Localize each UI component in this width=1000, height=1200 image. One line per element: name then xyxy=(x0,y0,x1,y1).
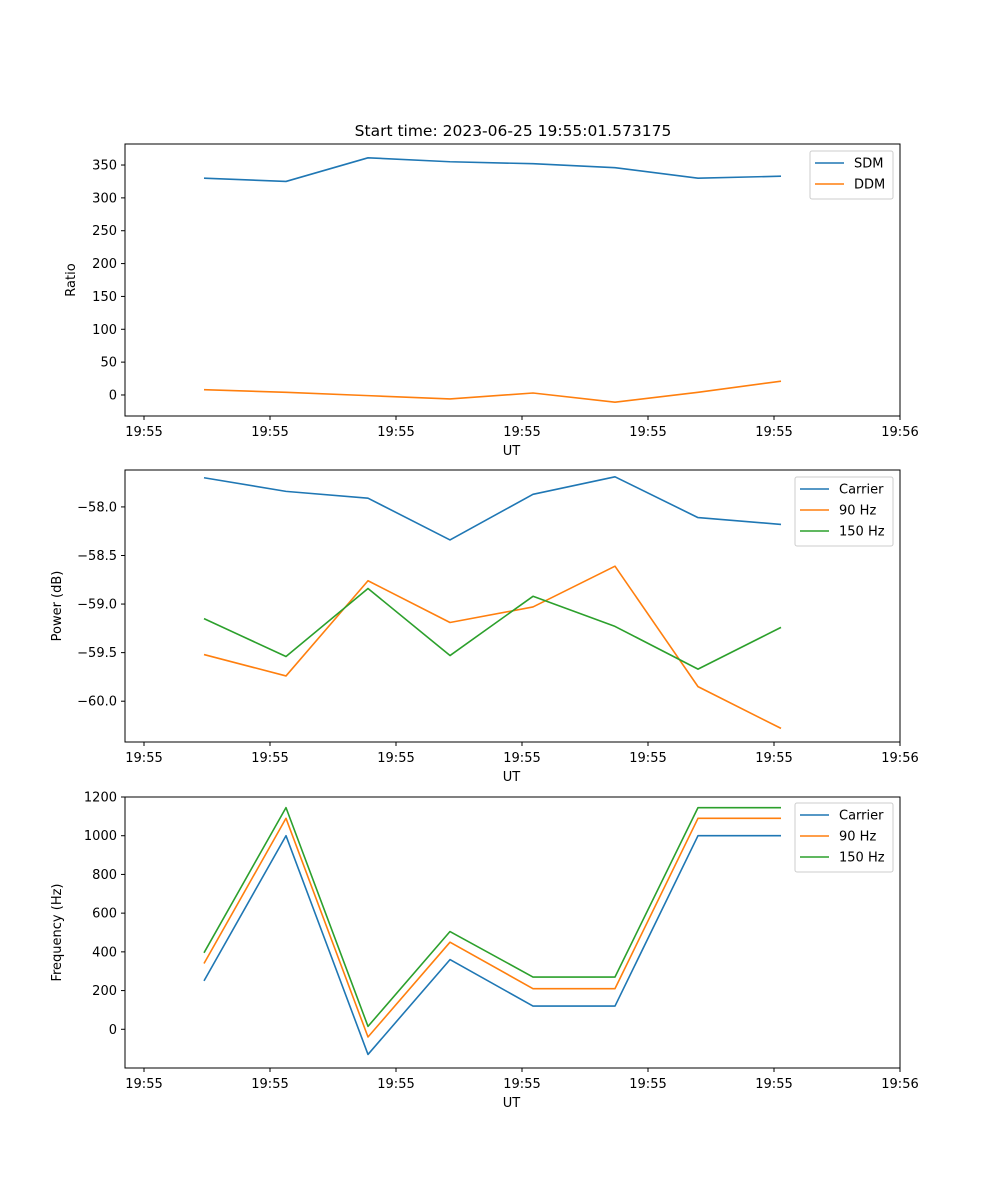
series-line-90-hz xyxy=(203,817,781,1038)
legend-label: 150 Hz xyxy=(839,851,885,866)
plot-frame xyxy=(124,469,901,743)
x-tick-label: 19:55 xyxy=(377,425,414,440)
y-tick-label: 200 xyxy=(92,257,117,272)
legend-label: 150 Hz xyxy=(839,525,885,540)
figure-title: Start time: 2023-06-25 19:55:01.573175 xyxy=(355,122,672,140)
y-tick-label: 250 xyxy=(92,224,117,239)
chart-panel-3: 19:55 19:55 19:55 19:55 19:55 19:55 19:56 0 200 4… xyxy=(50,791,919,1112)
y-axis-label: Power (dB) xyxy=(50,571,65,642)
series-line-carrier xyxy=(203,475,782,541)
y-tick-label: 300 xyxy=(92,191,117,206)
legend: SDM DDM xyxy=(809,150,894,200)
legend-box xyxy=(794,802,894,873)
series-line-150-hz xyxy=(203,587,782,670)
x-tick-label: 19:56 xyxy=(881,751,918,766)
x-tick-label: 19:55 xyxy=(629,1077,666,1092)
legend-label: 90 Hz xyxy=(839,504,876,519)
y-axis-label: Ratio xyxy=(64,263,79,296)
legend: Carrier 90 Hz 150 Hz xyxy=(794,476,894,547)
y-tick-label: 350 xyxy=(92,159,117,174)
x-tick-label: 19:55 xyxy=(629,425,666,440)
y-tick-label: 0 xyxy=(109,388,117,403)
y-tick-label: 400 xyxy=(92,945,117,960)
x-tick-label: 19:55 xyxy=(629,751,666,766)
y-tick-label: −58.0 xyxy=(77,500,117,515)
x-tick-label: 19:55 xyxy=(251,425,288,440)
y-tick-label: 150 xyxy=(92,290,117,305)
y-tick-label: 100 xyxy=(92,323,117,338)
x-tick-label: 19:55 xyxy=(503,425,540,440)
chart-panel-1: 19:55 19:55 19:55 19:55 19:55 19:55 19:56 0 50 10… xyxy=(64,143,919,459)
chart-panel-2: 19:55 19:55 19:55 19:55 19:55 19:55 19:56 −58.0… xyxy=(50,469,919,785)
x-tick-label: 19:55 xyxy=(755,1077,792,1092)
x-tick-label: 19:56 xyxy=(881,425,918,440)
legend-label: SDM xyxy=(854,157,883,172)
y-tick-label: −59.5 xyxy=(77,646,117,661)
series-line-carrier xyxy=(203,834,781,1056)
y-tick-label: 1200 xyxy=(84,791,117,806)
series-line-150-hz xyxy=(203,806,781,1028)
x-tick-label: 19:55 xyxy=(125,425,162,440)
legend: Carrier 90 Hz 150 Hz xyxy=(794,802,894,873)
x-axis-label: UT xyxy=(503,1096,521,1111)
legend-label: Carrier xyxy=(839,809,884,824)
y-tick-label: −58.5 xyxy=(77,549,117,564)
x-tick-label: 19:55 xyxy=(503,1077,540,1092)
x-tick-label: 19:55 xyxy=(251,1077,288,1092)
x-tick-label: 19:55 xyxy=(755,751,792,766)
x-tick-label: 19:55 xyxy=(755,425,792,440)
y-axis-label: Frequency (Hz) xyxy=(50,883,65,981)
x-tick-label: 19:55 xyxy=(503,751,540,766)
y-tick-label: 1000 xyxy=(84,829,117,844)
x-axis-label: UT xyxy=(503,444,521,459)
series-line-ddm xyxy=(203,380,782,404)
x-tick-label: 19:56 xyxy=(881,1077,918,1092)
x-tick-label: 19:55 xyxy=(125,1077,162,1092)
series-line-sdm xyxy=(203,157,782,183)
plot-frame xyxy=(124,796,901,1069)
series-line-90-hz xyxy=(203,565,782,730)
plot-frame xyxy=(124,143,901,417)
x-axis-label: UT xyxy=(503,770,521,785)
y-tick-label: 600 xyxy=(92,907,117,922)
y-tick-label: −59.0 xyxy=(77,598,117,613)
legend-label: DDM xyxy=(854,178,885,193)
y-tick-label: −60.0 xyxy=(77,695,117,710)
y-tick-label: 0 xyxy=(109,1023,117,1038)
legend-label: Carrier xyxy=(839,483,884,498)
y-tick-label: 800 xyxy=(92,868,117,883)
y-tick-label: 200 xyxy=(92,984,117,999)
x-tick-label: 19:55 xyxy=(377,751,414,766)
legend-label: 90 Hz xyxy=(839,830,876,845)
x-tick-label: 19:55 xyxy=(125,751,162,766)
y-tick-label: 50 xyxy=(100,356,117,371)
x-tick-label: 19:55 xyxy=(377,1077,414,1092)
x-tick-label: 19:55 xyxy=(251,751,288,766)
legend-box xyxy=(794,476,894,547)
